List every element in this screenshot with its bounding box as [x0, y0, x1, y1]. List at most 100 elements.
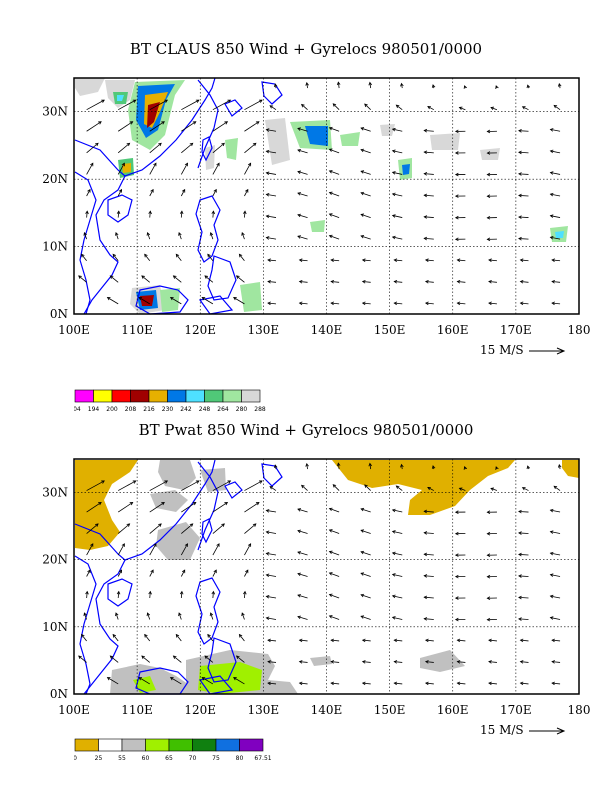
wind-vector	[86, 121, 102, 132]
wind-vector	[107, 297, 119, 305]
wind-vector-head	[360, 550, 365, 555]
wind-vector	[212, 502, 228, 513]
x-tick-label: 170E	[500, 703, 532, 717]
wind-vector-head	[423, 531, 428, 535]
wind-vector-head	[238, 253, 243, 258]
wind-vector-head	[391, 127, 396, 132]
wind-vector	[553, 105, 561, 111]
wind-vector	[117, 163, 125, 175]
wind-vector	[362, 281, 371, 283]
wind-vector-head	[269, 105, 274, 109]
wind-vector-head	[201, 297, 206, 301]
wind-vector-head	[158, 523, 162, 527]
wind-vector	[520, 682, 529, 685]
wind-vector	[424, 130, 434, 132]
wind-vector	[212, 121, 228, 132]
wind-vector	[78, 655, 87, 663]
x-tick-label: 130E	[248, 323, 280, 337]
wind-vector-head	[423, 172, 428, 176]
wind-vector-head	[213, 569, 217, 574]
wind-vector-head	[551, 279, 555, 284]
x-tick-label: 120E	[184, 323, 216, 337]
wind-vector	[266, 237, 277, 240]
wind-vector	[115, 612, 119, 620]
wind-vector-head	[297, 615, 301, 620]
wind-vector	[117, 142, 130, 154]
colorbar-label: 75	[212, 755, 220, 762]
x-tick-label: 150E	[374, 703, 406, 717]
wind-vector	[181, 502, 197, 513]
wind-vector-head	[551, 258, 555, 262]
wind-vector-head	[85, 590, 89, 595]
wind-vector-head	[273, 464, 278, 469]
wind-vector-head	[427, 486, 431, 491]
wind-vector	[306, 82, 308, 89]
wind-vector	[115, 232, 119, 240]
wind-vector	[360, 127, 371, 132]
wind-vector	[394, 639, 403, 642]
wind-vector-head	[519, 681, 524, 686]
wind-vector-head	[178, 612, 182, 617]
wind-vector	[269, 486, 277, 491]
wind-vector-head	[454, 553, 459, 557]
wind-vector-head	[395, 485, 400, 489]
reference-arrow-icon	[529, 727, 566, 734]
wind-vector-head	[360, 507, 365, 512]
wind-vector	[424, 618, 434, 620]
wind-vector	[394, 259, 403, 262]
wind-vector-head	[488, 681, 492, 686]
wind-vector-head	[391, 192, 396, 197]
wind-vector	[360, 529, 371, 534]
wind-vector-head	[427, 106, 431, 110]
wind-vector	[267, 639, 277, 642]
wind-vector	[244, 163, 252, 175]
wind-vector-head	[551, 681, 555, 686]
wind-vector	[550, 193, 561, 197]
wind-vector	[244, 591, 246, 599]
x-tick-label: 110E	[121, 703, 153, 717]
x-tick-label: 130E	[248, 703, 280, 717]
wind-vector	[117, 523, 130, 534]
wind-vector-head	[161, 501, 165, 506]
wind-vector	[149, 121, 165, 132]
wind-vector-head	[486, 194, 491, 198]
wind-vector	[490, 107, 498, 111]
wind-vector-head	[83, 231, 87, 236]
wind-vector-head	[330, 279, 335, 284]
wind-vector-head	[549, 551, 554, 556]
wind-vector-head	[328, 126, 333, 131]
wind-vector	[424, 596, 434, 599]
wind-vector-head	[456, 638, 461, 643]
x-tick-label: 160E	[437, 323, 469, 337]
wind-vector	[181, 523, 193, 534]
wind-vector-head	[519, 660, 524, 664]
wind-vector-head	[393, 638, 398, 643]
wind-vector-head	[454, 531, 459, 536]
x-tick-label: 180	[568, 703, 591, 717]
wind-vector-head	[252, 523, 257, 527]
wind-vector	[297, 214, 308, 218]
colorbar-label: 230	[162, 406, 174, 413]
wind-vector-head	[207, 633, 211, 638]
wind-vector-head	[328, 191, 333, 196]
wind-vector-head	[424, 279, 429, 284]
wind-vector	[147, 612, 151, 620]
colorbar-label: 70	[189, 755, 197, 762]
wind-vector-head	[518, 531, 522, 535]
wind-vector-head	[424, 660, 429, 664]
wind-vector-head	[336, 462, 341, 467]
wind-vector	[520, 259, 529, 262]
wind-vector-head	[216, 162, 220, 167]
wind-vector-head	[488, 660, 492, 664]
wind-vector-head	[243, 590, 247, 595]
wind-vector-head	[146, 231, 151, 236]
colorbar-label: 200	[106, 406, 118, 413]
colorbar-label: 65	[165, 755, 173, 762]
wind-vector	[362, 302, 371, 305]
wind-vector	[181, 480, 200, 491]
wind-vector-head	[95, 142, 99, 147]
wind-vector-head	[181, 569, 186, 574]
wind-vector	[518, 130, 529, 132]
wind-vector-head	[98, 501, 102, 506]
wind-vector-head	[424, 681, 429, 686]
